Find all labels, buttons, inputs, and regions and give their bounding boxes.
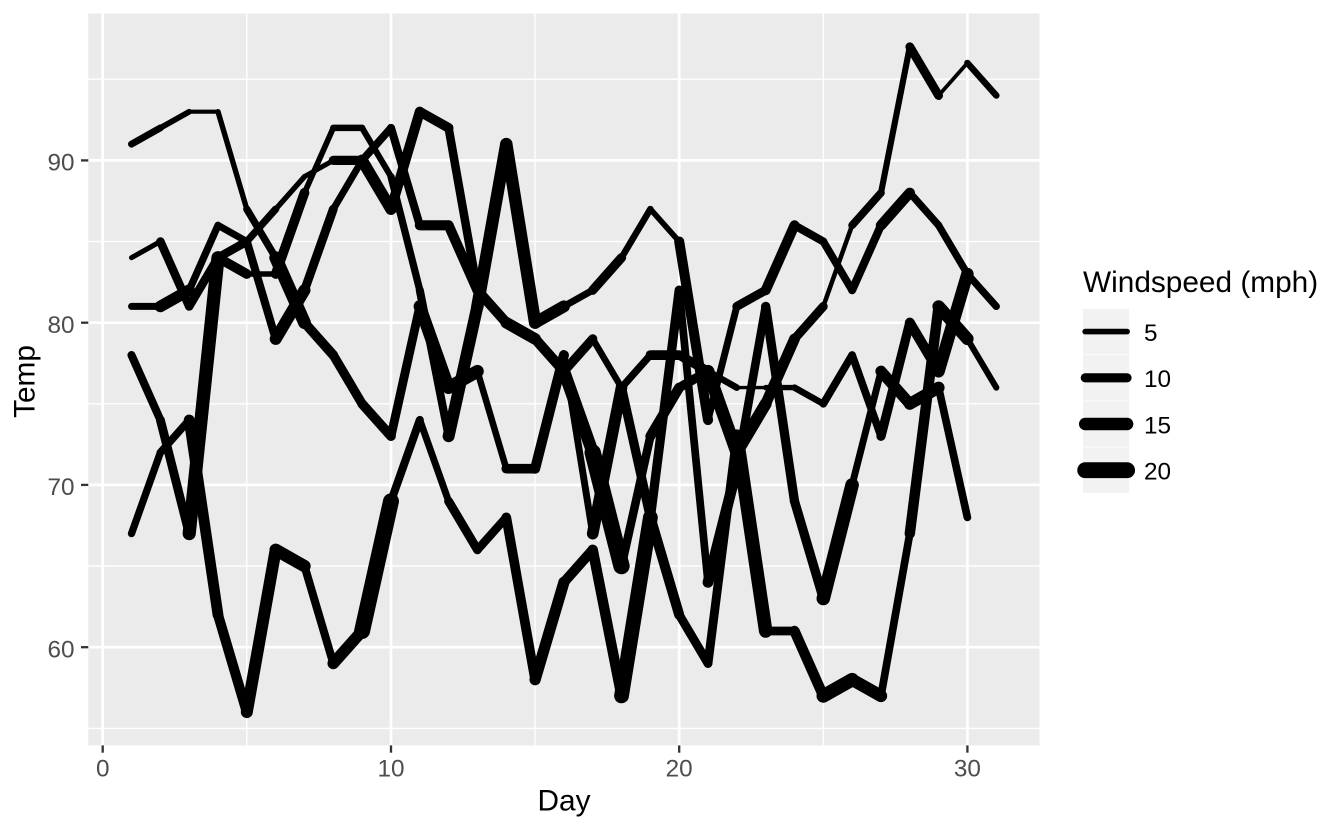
svg-text:20: 20 bbox=[666, 755, 693, 782]
svg-text:90: 90 bbox=[47, 150, 74, 177]
svg-text:15: 15 bbox=[1144, 412, 1171, 439]
svg-text:30: 30 bbox=[954, 755, 981, 782]
svg-text:Day: Day bbox=[538, 784, 591, 817]
svg-text:Temp: Temp bbox=[9, 345, 42, 418]
svg-text:Windspeed (mph): Windspeed (mph) bbox=[1083, 266, 1318, 299]
svg-text:0: 0 bbox=[96, 755, 110, 782]
svg-text:20: 20 bbox=[1144, 459, 1171, 486]
svg-text:10: 10 bbox=[377, 755, 404, 782]
svg-text:5: 5 bbox=[1144, 320, 1158, 347]
svg-text:70: 70 bbox=[47, 474, 74, 501]
svg-text:60: 60 bbox=[47, 636, 74, 663]
svg-text:10: 10 bbox=[1144, 366, 1171, 393]
svg-text:80: 80 bbox=[47, 312, 74, 339]
